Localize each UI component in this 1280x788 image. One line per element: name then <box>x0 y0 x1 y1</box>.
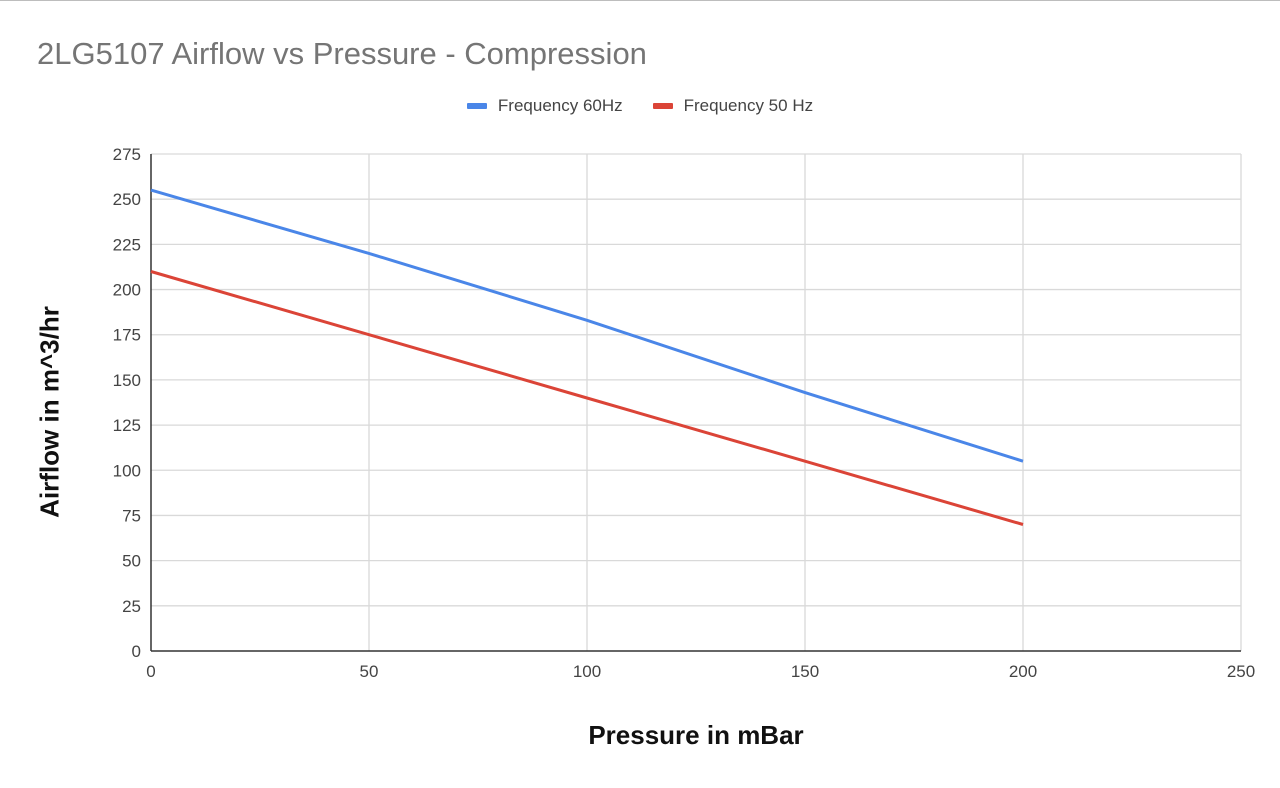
legend-item-50hz[interactable]: Frequency 50 Hz <box>652 96 814 116</box>
y-tick-label: 50 <box>122 552 141 571</box>
x-tick-label: 250 <box>1227 662 1255 681</box>
x-tick-label: 50 <box>360 662 379 681</box>
y-tick-label: 25 <box>122 597 141 616</box>
y-tick-label: 200 <box>113 281 141 300</box>
x-tick-label: 150 <box>791 662 819 681</box>
y-tick-label: 125 <box>113 416 141 435</box>
y-tick-label: 75 <box>122 506 141 525</box>
legend: Frequency 60Hz Frequency 50 Hz <box>0 96 1280 116</box>
y-tick-label: 250 <box>113 190 141 209</box>
x-axis-label: Pressure in mBar <box>588 720 804 750</box>
top-border <box>0 0 1280 1</box>
x-tick-label: 100 <box>573 662 601 681</box>
y-tick-label: 175 <box>113 326 141 345</box>
y-axis-label: Airflow in m^3/hr <box>34 306 65 518</box>
x-tick-label: 0 <box>146 662 155 681</box>
tick-labels: 0 25 50 75 100 125 150 175 200 225 250 275 0 50 100 150… <box>113 145 1256 681</box>
series-lines <box>150 188 1024 526</box>
y-tick-label: 150 <box>113 371 141 390</box>
axes <box>150 154 1241 652</box>
series-line-1[interactable] <box>150 270 1024 526</box>
y-tick-label: 0 <box>132 642 141 661</box>
y-tick-label: 275 <box>113 145 141 164</box>
legend-swatch-50hz <box>652 103 673 109</box>
grid-lines <box>151 153 1242 651</box>
series-line-0[interactable] <box>150 188 1024 463</box>
y-tick-label: 100 <box>113 461 141 480</box>
legend-swatch-60hz <box>466 103 487 109</box>
x-tick-label: 200 <box>1009 662 1037 681</box>
y-tick-label: 225 <box>113 235 141 254</box>
legend-label-60hz: Frequency 60Hz <box>497 96 623 115</box>
legend-item-60hz[interactable]: Frequency 60Hz <box>466 96 623 116</box>
chart-title: 2LG5107 Airflow vs Pressure - Compressio… <box>37 36 647 71</box>
legend-label-50hz: Frequency 50 Hz <box>683 96 814 115</box>
